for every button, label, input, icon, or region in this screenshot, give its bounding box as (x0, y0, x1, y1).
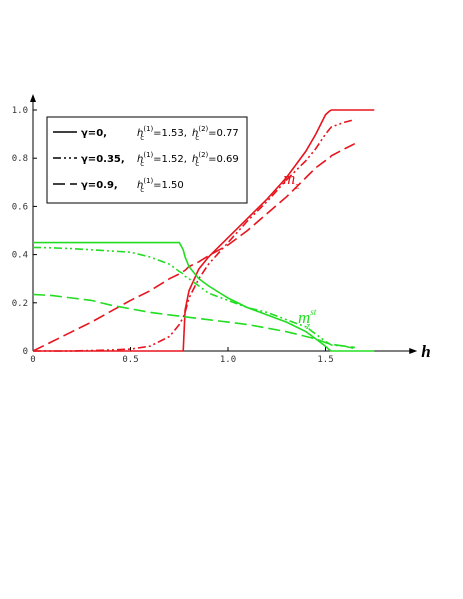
legend-label: γ=0, (81, 128, 107, 139)
series-line (32, 293, 355, 349)
curve-label-sup: st (310, 307, 317, 317)
legend-box (46, 116, 248, 204)
field-symbol: h (192, 154, 198, 165)
y-tick-label: 0.2 (12, 299, 28, 309)
field-sup: (2) (198, 151, 208, 159)
x-tick-label: 1.0 (220, 355, 236, 365)
field-sub: c (140, 160, 144, 168)
y-arrow (30, 93, 36, 102)
field-sup: (2) (198, 125, 208, 133)
field-symbol: h (137, 154, 143, 165)
field-sub: c (140, 134, 144, 142)
y-tick-label: 1.0 (12, 106, 28, 116)
x-tick-label: 0.5 (122, 355, 138, 365)
field-symbol: h (137, 180, 143, 191)
field-sup: (1) (143, 125, 153, 133)
field-value: =0.77 (208, 128, 239, 139)
field-sub: c (140, 186, 144, 194)
field-value: =0.69 (208, 154, 239, 165)
legend-field: h(2) c =0.77 (192, 125, 239, 142)
field-value: =1.50 (153, 180, 184, 191)
curve-label-text: m (283, 169, 295, 188)
legend-label: γ=0.35, (81, 154, 125, 165)
x-axis-label: h (421, 342, 430, 361)
series-line (33, 109, 375, 352)
y-tick-label: 0.4 (12, 251, 28, 261)
series-line (32, 142, 356, 352)
field-value: =1.53, (153, 128, 187, 139)
y-tick-label: 0.8 (12, 154, 28, 164)
series-line (32, 246, 355, 350)
field-symbol: h (137, 128, 143, 139)
field-sup: (1) (143, 151, 153, 159)
x-tick-label: 0 (30, 355, 35, 365)
x-arrow (409, 348, 418, 354)
y-tick-label: 0 (23, 347, 28, 357)
y-tick-label: 0.6 (12, 202, 28, 212)
curve-label: mst z (298, 307, 317, 332)
legend-field: h(1) c =1.53, (137, 125, 187, 142)
curve-label: mz (283, 169, 299, 192)
curve-label-text: m (298, 308, 310, 327)
series-line (33, 241, 375, 352)
field-sup: (1) (143, 177, 153, 185)
curve-label-sub: z (294, 181, 299, 192)
legend-field: h(1) c =1.50 (137, 177, 184, 194)
curve-label-sub: z (305, 321, 310, 332)
field-value: =1.52, (153, 154, 187, 165)
x-tick-label: 1.5 (317, 355, 333, 365)
field-symbol: h (192, 128, 198, 139)
legend-field: h(2) c =0.69 (192, 151, 239, 168)
field-sub: c (195, 160, 199, 168)
legend-label: γ=0.9, (81, 180, 118, 191)
legend-field: h(1) c =1.52, (137, 151, 187, 168)
field-sub: c (195, 134, 199, 142)
